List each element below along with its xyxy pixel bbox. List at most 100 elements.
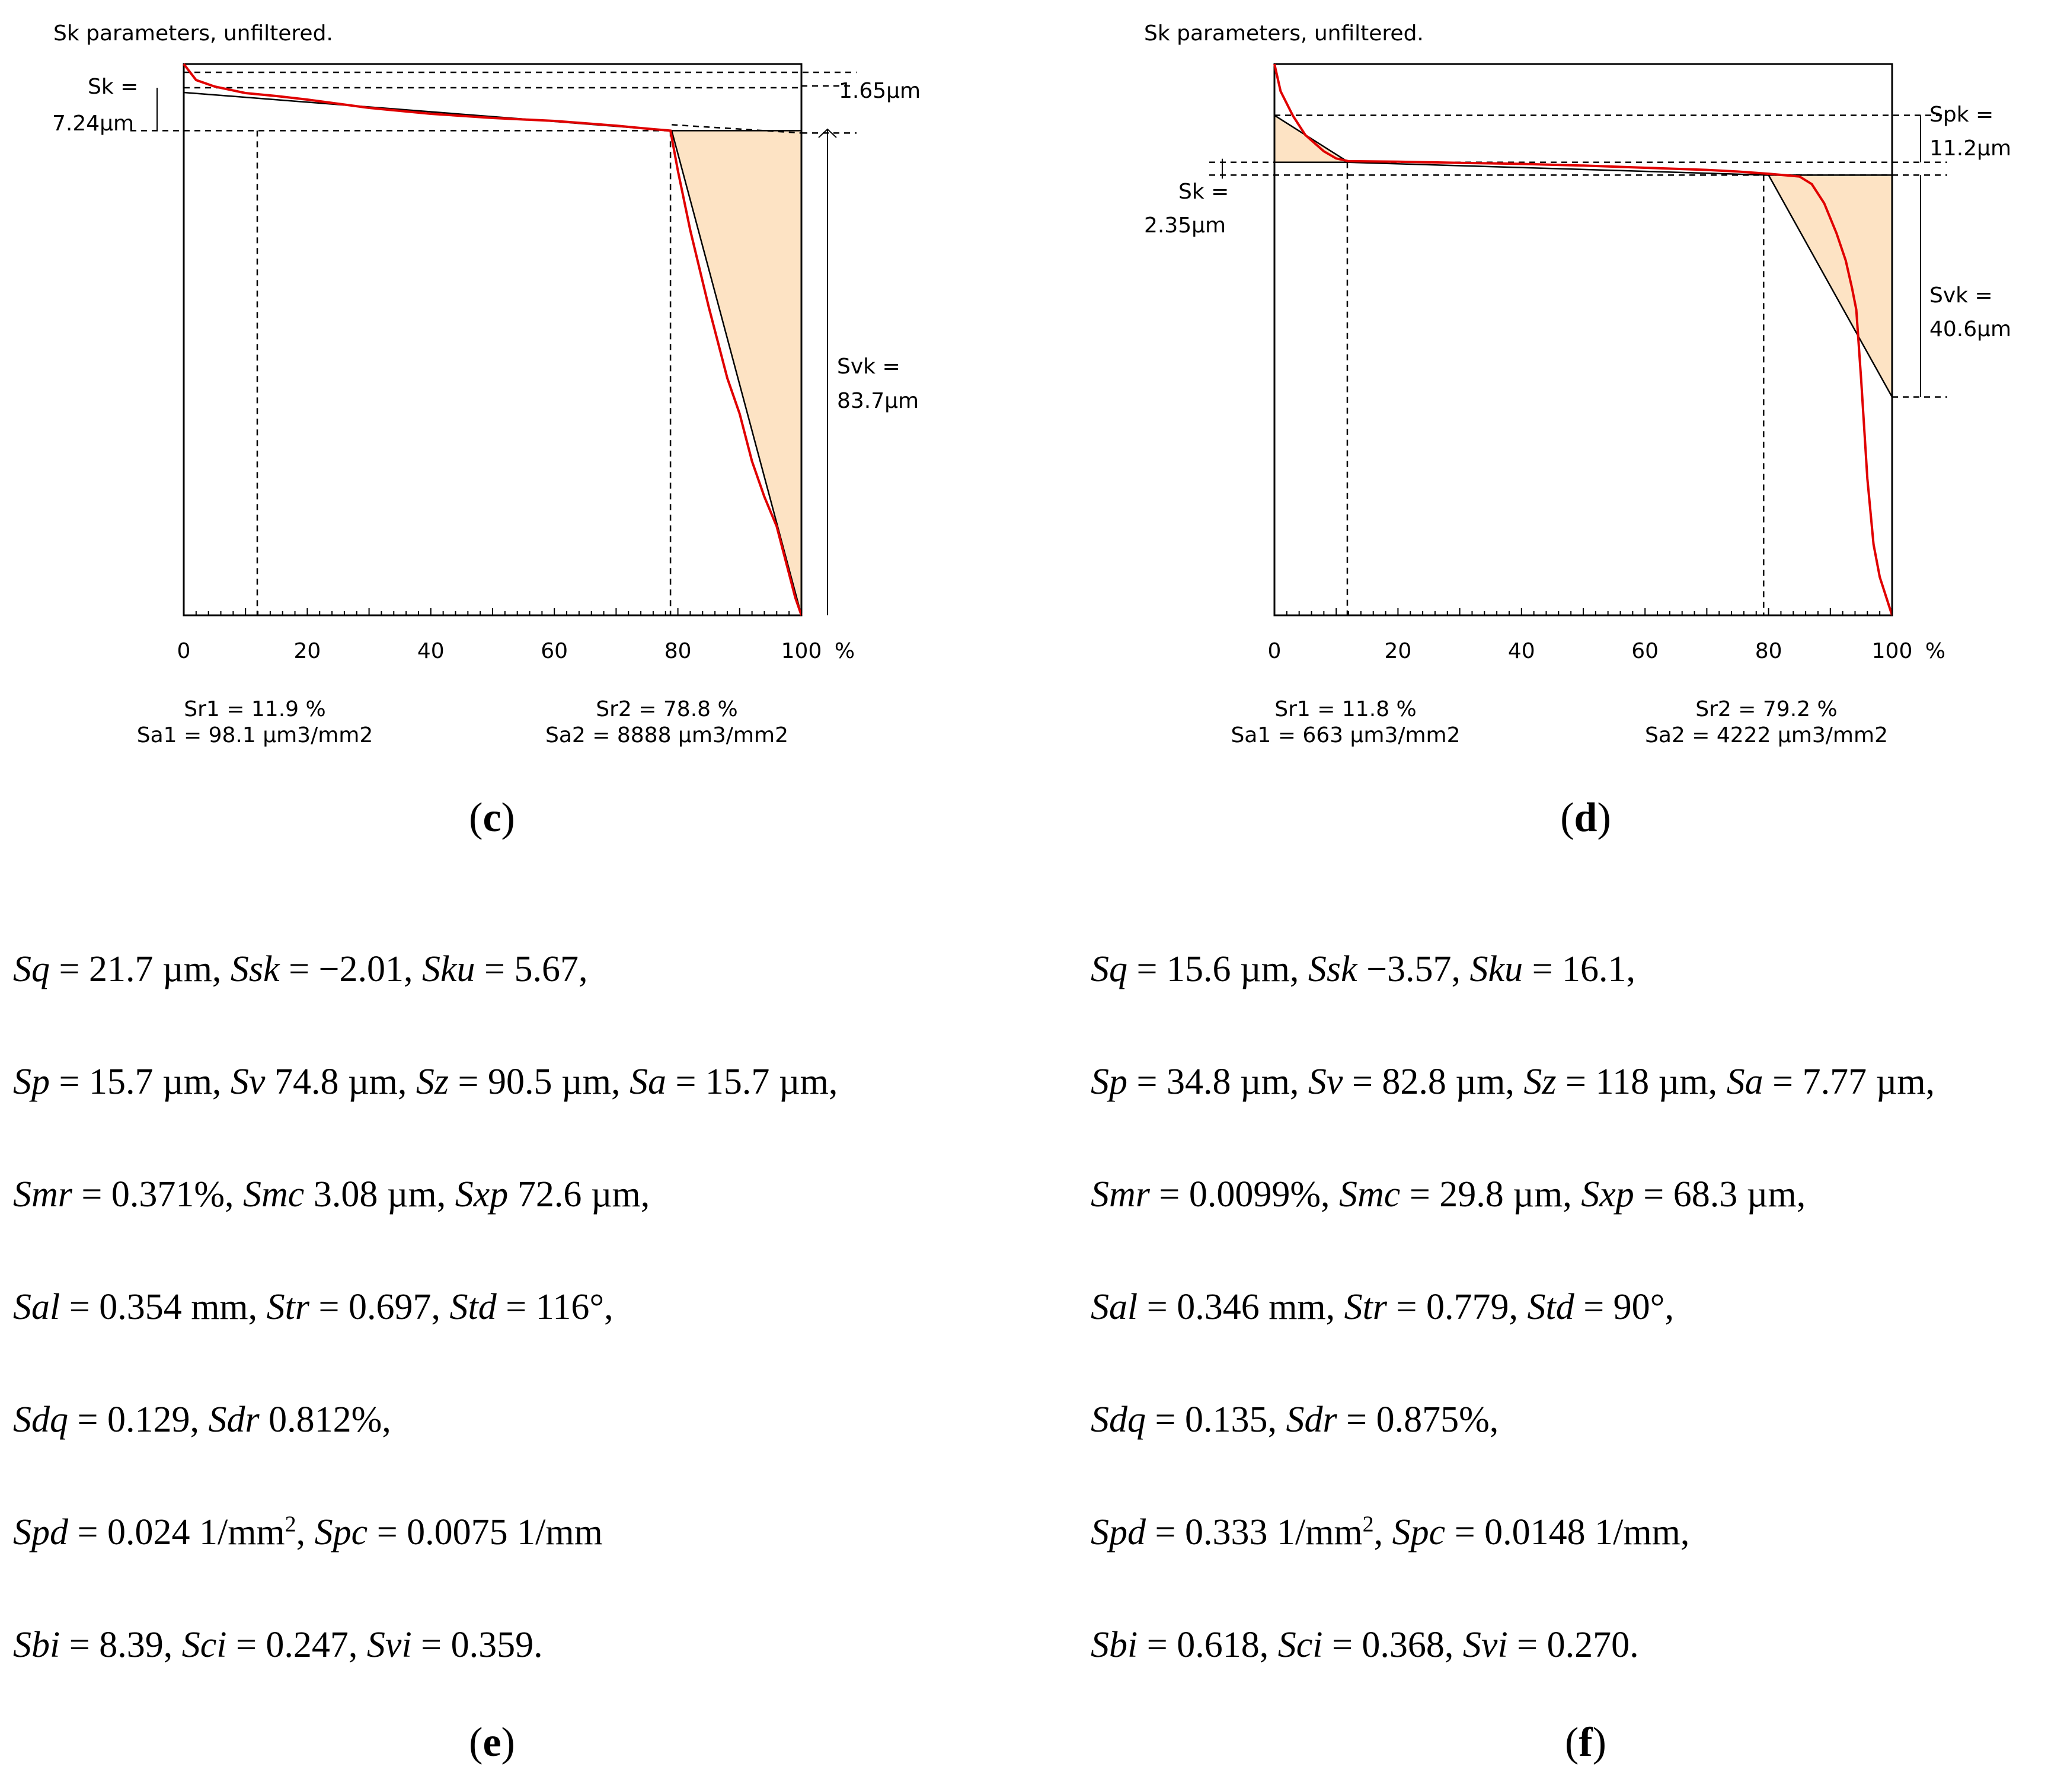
abbott-chart-d: Sk parameters, unfiltered. 0 20 40 60 80 100 % S… [1144, 21, 2011, 748]
param-symbol: Sq [1091, 949, 1127, 989]
x-tick-label: 40 [417, 639, 445, 663]
caption-f: (f) [1565, 1720, 1606, 1765]
param-symbol: Ssk [1308, 949, 1357, 989]
param-symbol: Sq [13, 949, 50, 989]
sk-bottom-diag-line [672, 124, 802, 134]
param-value: = 15.6 µm, [1127, 949, 1308, 989]
param-value: = 34.8 µm, [1127, 1062, 1308, 1102]
x-tick-label: 100 [1872, 639, 1913, 663]
param-value: = 7.77 µm, [1763, 1062, 1935, 1102]
param-value: = −2.01, [279, 949, 423, 989]
param-value: = 21.7 µm, [50, 949, 231, 989]
param-value: = 0.135, [1146, 1400, 1286, 1440]
param-symbol: Sci [181, 1625, 227, 1665]
sa2-label: Sa2 = 8888 µm3/mm2 [545, 723, 788, 748]
x-unit-label: % [835, 639, 855, 663]
param-line: Sal = 0.354 mm, Str = 0.697, Std = 116°, [13, 1251, 838, 1363]
sr2-label: Sr2 = 79.2 % [1695, 697, 1837, 721]
param-value: = 82.8 µm, [1343, 1062, 1524, 1102]
param-symbol: Sbi [13, 1625, 60, 1665]
param-value: = 15.7 µm, [50, 1062, 231, 1102]
sr1-label: Sr1 = 11.8 % [1274, 697, 1416, 721]
param-value: 3.08 µm, [304, 1174, 455, 1215]
svk-label: Svk = [1929, 283, 1993, 308]
param-symbol: Sp [1091, 1062, 1127, 1102]
param-value: = 68.3 µm, [1634, 1174, 1806, 1215]
x-tick-label: 0 [177, 639, 191, 663]
param-line: Sbi = 0.618, Sci = 0.368, Svi = 0.270. [1091, 1589, 1935, 1701]
param-symbol: Spd [13, 1512, 68, 1553]
param-symbol: Svi [366, 1625, 412, 1665]
x-tick-label: 0 [1268, 639, 1282, 663]
param-value: = 0.354 mm, [60, 1287, 267, 1327]
param-symbol: Smc [1339, 1174, 1401, 1215]
x-tick-label: 40 [1508, 639, 1535, 663]
param-separator: , [1373, 1512, 1392, 1553]
caption-e: (e) [469, 1720, 515, 1765]
param-value: = 8.39, [60, 1625, 182, 1665]
param-line: Sbi = 8.39, Sci = 0.247, Svi = 0.359. [13, 1589, 838, 1701]
param-line: Spd = 0.333 1/mm2, Spc = 0.0148 1/mm, [1091, 1476, 1935, 1589]
x-unit-label: % [1925, 639, 1945, 663]
bearing-area-curve [183, 63, 803, 616]
param-symbol: Str [1344, 1287, 1388, 1327]
x-tick-label: 80 [664, 639, 692, 663]
param-line: Sdq = 0.135, Sdr = 0.875%, [1091, 1363, 1935, 1476]
param-value: = 5.67, [475, 949, 588, 989]
param-symbol: Sdq [1091, 1400, 1146, 1440]
param-value: = 29.8 µm, [1400, 1174, 1581, 1215]
param-value: = 0.0099%, [1149, 1174, 1340, 1215]
param-symbol: Spd [1091, 1512, 1146, 1553]
param-symbol: Sa [1726, 1062, 1763, 1102]
param-value: = 0.0075 1/mm [368, 1512, 603, 1553]
param-value: 72.6 µm, [508, 1174, 650, 1215]
param-line: Spd = 0.024 1/mm2, Spc = 0.0075 1/mm [13, 1476, 838, 1589]
chart-title: Sk parameters, unfiltered. [53, 21, 333, 46]
plot-frame [1273, 63, 1893, 617]
parameters-f: Sq = 15.6 µm, Ssk −3.57, Sku = 16.1, Sp =… [1091, 913, 1935, 1701]
chart-title: Sk parameters, unfiltered. [1144, 21, 1424, 46]
svk-value: 83.7µm [837, 389, 919, 413]
param-value: = 118 µm, [1556, 1062, 1727, 1102]
sr2-label: Sr2 = 78.8 % [596, 697, 737, 721]
param-value: = 0.024 1/mm [68, 1512, 285, 1553]
x-tick-label: 20 [1384, 639, 1411, 663]
param-line: Smr = 0.0099%, Smc = 29.8 µm, Sxp = 68.3… [1091, 1138, 1935, 1251]
param-value: = 90°, [1574, 1287, 1674, 1327]
param-value: −3.57, [1357, 949, 1470, 989]
caption-d: (d) [1560, 795, 1611, 841]
abbott-chart-c: Sk parameters, unfiltered. 0 20 40 60 80 100 % S… [52, 21, 921, 748]
param-symbol: Svi [1462, 1625, 1508, 1665]
param-value: = 0.371%, [72, 1174, 244, 1215]
spk-label: Spk = [1929, 103, 1993, 127]
sk-value: 2.35µm [1144, 213, 1226, 238]
param-symbol: Smr [13, 1174, 72, 1215]
param-symbol: Spc [1392, 1512, 1446, 1553]
param-value: = 0.779, [1387, 1287, 1528, 1327]
chart-panel-d: Sk parameters, unfiltered. 0 20 40 60 80 100% S… [1091, 0, 2064, 865]
parameters-e: Sq = 21.7 µm, Ssk = −2.01, Sku = 5.67, Sp… [13, 913, 838, 1701]
param-value: 0.812%, [259, 1400, 391, 1440]
sa2-label: Sa2 = 4222 µm3/mm2 [1645, 723, 1888, 748]
spk-value: 11.2µm [1929, 136, 2011, 161]
param-symbol: Spc [314, 1512, 368, 1553]
param-symbol: Sbi [1091, 1625, 1138, 1665]
param-value: = 0.697, [309, 1287, 450, 1327]
param-symbol: Smr [1091, 1174, 1150, 1215]
bearing-area-curve [1273, 63, 1893, 616]
svk-hypotenuse [1768, 174, 1893, 398]
svk-arrowhead [818, 128, 837, 138]
param-symbol: Sdr [1286, 1400, 1337, 1440]
x-tick-label: 20 [293, 639, 321, 663]
spk-hypotenuse [1274, 114, 1349, 163]
param-line: Sq = 21.7 µm, Ssk = −2.01, Sku = 5.67, [13, 913, 838, 1026]
param-symbol: Sal [1091, 1287, 1138, 1327]
param-symbol: Sal [13, 1287, 60, 1327]
x-tick-label: 60 [541, 639, 568, 663]
svk-value: 40.6µm [1929, 317, 2011, 341]
spk-area [1274, 115, 1349, 162]
param-value: = 0.247, [226, 1625, 367, 1665]
param-symbol: Sku [422, 949, 475, 989]
param-value: = 0.875%, [1337, 1400, 1499, 1440]
param-separator: , [296, 1512, 315, 1553]
